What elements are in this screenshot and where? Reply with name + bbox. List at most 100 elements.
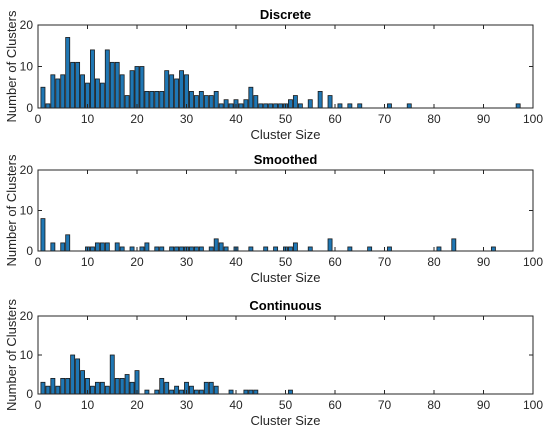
bar <box>114 61 120 109</box>
bar <box>40 218 46 252</box>
chart-title: Continuous <box>249 298 321 313</box>
x-tick-label: 10 <box>81 112 95 126</box>
bar <box>288 99 293 109</box>
x-axis-label: Cluster Size <box>250 413 320 428</box>
x-tick-label: 60 <box>328 112 342 126</box>
x-tick-label: 20 <box>130 255 144 269</box>
bar <box>144 389 150 395</box>
bar <box>65 37 71 109</box>
bar <box>273 103 279 109</box>
bar <box>144 91 150 109</box>
bar <box>317 91 323 109</box>
bar <box>99 82 105 109</box>
bar <box>258 103 264 109</box>
x-tick-label: 90 <box>477 398 491 412</box>
bar <box>218 103 224 109</box>
bar <box>193 246 199 252</box>
bar <box>208 381 214 395</box>
x-tick-label: 30 <box>180 398 194 412</box>
bar <box>45 385 51 395</box>
y-tick-label: 10 <box>20 60 34 74</box>
bar <box>179 246 184 252</box>
bar <box>253 95 259 109</box>
bar <box>164 70 170 109</box>
x-tick-label: 30 <box>180 255 194 269</box>
chart-title: Discrete <box>260 7 311 22</box>
bar <box>169 74 175 109</box>
bar <box>223 99 229 109</box>
axes-box <box>37 169 534 252</box>
bar <box>159 377 165 395</box>
bar <box>99 242 105 252</box>
bar <box>124 95 130 109</box>
bar <box>104 242 110 252</box>
bar <box>292 95 298 109</box>
x-tick-label: 80 <box>427 398 441 412</box>
x-tick-label: 40 <box>229 255 243 269</box>
bar <box>490 246 496 252</box>
chart-panel-3: 0 10 20 30 40 50 60 70 80 90 100 0 10 20 Continuous Clu… <box>4 298 543 428</box>
bar <box>307 99 313 109</box>
bar <box>198 91 204 109</box>
bar <box>387 246 392 252</box>
y-axis-label: Number of Clusters <box>4 154 19 266</box>
bar <box>292 242 298 252</box>
bar <box>159 91 165 109</box>
bar <box>515 103 521 109</box>
bar <box>60 377 66 395</box>
x-tick-label: 50 <box>279 398 293 412</box>
y-tick-label: 20 <box>20 18 34 32</box>
bar <box>406 103 412 109</box>
bar <box>223 246 229 252</box>
bar <box>307 246 313 252</box>
bar <box>99 381 105 395</box>
bar <box>248 389 254 395</box>
bar <box>174 246 180 252</box>
bar <box>50 74 56 109</box>
bar <box>288 389 293 395</box>
bar <box>213 238 219 252</box>
bar <box>129 70 135 109</box>
chart-title: Smoothed <box>254 152 318 167</box>
bar <box>327 238 333 252</box>
y-tick-label: 10 <box>20 348 34 362</box>
bar <box>90 246 95 252</box>
bar <box>203 381 209 395</box>
x-tick-label: 90 <box>477 112 491 126</box>
bar <box>268 103 274 109</box>
bar <box>55 385 61 395</box>
bar <box>114 377 120 395</box>
bar <box>65 377 71 395</box>
bar <box>154 246 160 252</box>
x-tick-label: 100 <box>523 255 543 269</box>
bar <box>90 49 95 109</box>
bar <box>213 385 219 395</box>
bar <box>75 358 81 395</box>
bar <box>243 99 249 109</box>
x-tick-label: 80 <box>427 112 441 126</box>
bar <box>119 246 125 252</box>
bar <box>436 246 442 252</box>
bar <box>263 103 269 109</box>
bar <box>75 61 81 109</box>
bar <box>94 242 100 252</box>
bar <box>114 242 120 252</box>
bar <box>238 103 244 109</box>
bar <box>154 389 160 395</box>
bar <box>139 246 145 252</box>
bar <box>297 103 303 109</box>
bar <box>347 103 353 109</box>
bar <box>94 78 100 109</box>
bar <box>45 103 51 109</box>
y-tick-label: 20 <box>20 309 34 323</box>
x-tick-label: 100 <box>523 398 543 412</box>
bar <box>184 74 189 109</box>
x-tick-label: 70 <box>378 112 392 126</box>
bar <box>288 246 293 252</box>
chart-panel-1: 0 10 20 30 40 50 60 70 80 90 100 0 10 20 Discrete Clust… <box>4 7 543 142</box>
bar <box>337 103 343 109</box>
bar <box>193 95 199 109</box>
bar <box>80 370 85 395</box>
bar <box>203 95 209 109</box>
